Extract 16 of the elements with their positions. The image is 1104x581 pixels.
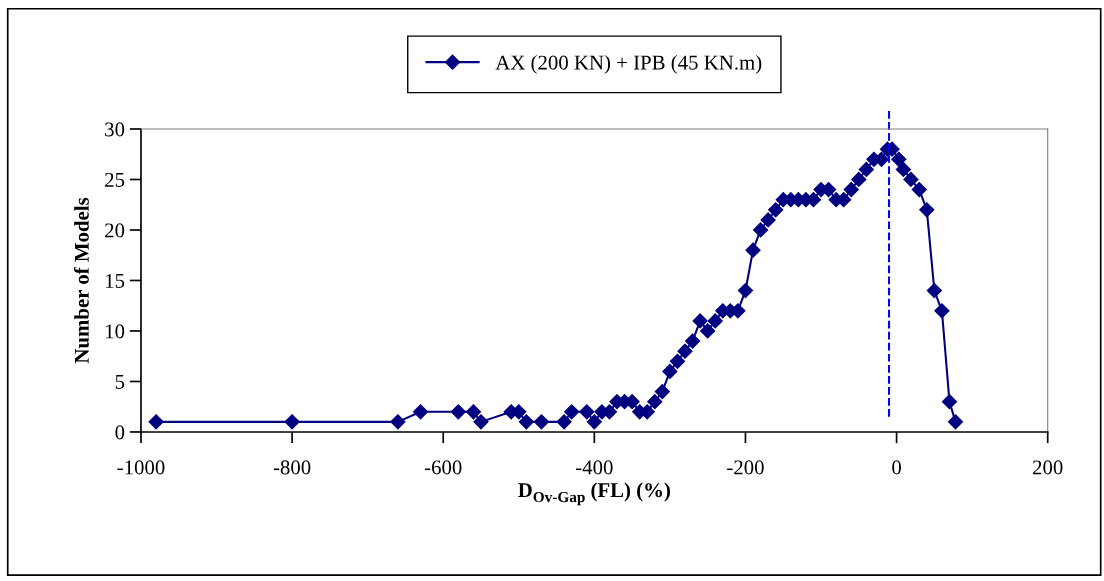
- x-tick-label: -200: [727, 460, 764, 475]
- y-tick-label: 0: [115, 425, 125, 440]
- x-tick-label: -1000: [117, 460, 165, 475]
- y-tick-label: 5: [115, 375, 125, 389]
- x-tick-label: -800: [273, 460, 311, 475]
- y-tick-label: 15: [106, 273, 125, 288]
- y-tick-label: 10: [106, 324, 125, 339]
- y-axis-title: Number of Models: [73, 197, 89, 364]
- x-tick-label: 0: [892, 460, 901, 475]
- y-tick-label: 25: [105, 172, 125, 187]
- x-tick-label: 200: [1032, 460, 1063, 475]
- x-tick-label: -400: [576, 460, 613, 475]
- y-tick-label: 20: [105, 223, 125, 238]
- x-tick-label: -600: [424, 460, 462, 475]
- legend-label: AX (200 KN) + IPB (45 KN.m): [495, 54, 762, 74]
- y-tick-label: 30: [105, 122, 125, 137]
